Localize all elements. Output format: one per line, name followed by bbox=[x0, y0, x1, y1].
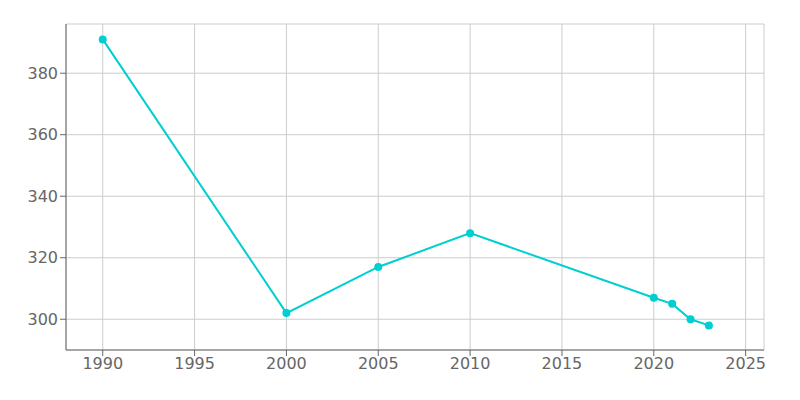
svg-text:300: 300 bbox=[27, 310, 58, 329]
svg-text:380: 380 bbox=[27, 64, 58, 83]
svg-text:2025: 2025 bbox=[725, 354, 766, 373]
svg-text:1990: 1990 bbox=[82, 354, 123, 373]
svg-text:340: 340 bbox=[27, 187, 58, 206]
svg-text:2005: 2005 bbox=[358, 354, 399, 373]
svg-text:2015: 2015 bbox=[542, 354, 583, 373]
svg-text:1995: 1995 bbox=[174, 354, 215, 373]
svg-text:360: 360 bbox=[27, 125, 58, 144]
svg-text:2000: 2000 bbox=[266, 354, 307, 373]
svg-text:2010: 2010 bbox=[450, 354, 491, 373]
svg-text:320: 320 bbox=[27, 248, 58, 267]
svg-text:2020: 2020 bbox=[633, 354, 674, 373]
